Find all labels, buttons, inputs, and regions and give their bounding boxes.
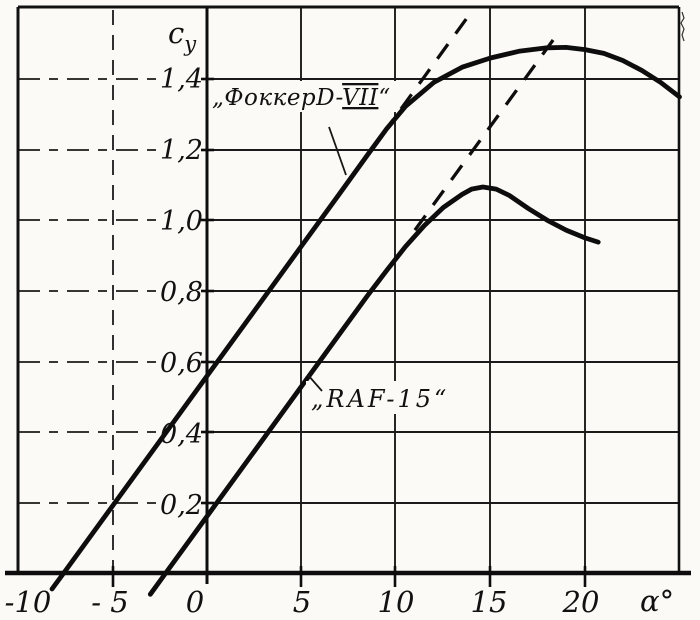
- scan-artifact: [680, 11, 685, 42]
- curve-raf-15: [147, 184, 601, 597]
- y-tick-label: 1,2: [160, 135, 203, 166]
- curve-фоккер-d-vii: [49, 45, 682, 592]
- label-background: [209, 81, 396, 112]
- x-tick-label: - 5: [91, 585, 128, 619]
- x-tick-label: 0: [186, 585, 204, 619]
- y-tick-label: 0,6: [160, 348, 203, 379]
- x-tick-label: 10: [378, 585, 415, 619]
- y-tick-label: 1,0: [160, 206, 203, 237]
- tick-marks: [111, 77, 587, 587]
- x-tick-label: 15: [471, 585, 508, 619]
- x-tick-labels: -10 - 5 0 5 10 15 20: [5, 585, 600, 619]
- y-tick-labels: 0,2 0,4 0,6 0,8 1,0 1,2 1,4: [160, 64, 203, 521]
- curve-raf-15-linear-extrapolation: [413, 31, 560, 232]
- fokker-curve-label: „ФоккерD-VII“: [212, 85, 391, 111]
- axes-frame: [5, 5, 691, 584]
- leader-line: [328, 126, 347, 176]
- curves-layer: [49, 13, 682, 597]
- y-tick-label: 0,4: [160, 419, 203, 450]
- x-axis-title: α°: [640, 584, 674, 618]
- y-axis-title: су: [168, 16, 197, 56]
- x-tick-label: 5: [293, 585, 311, 619]
- y-tick-label: 1,4: [160, 64, 203, 95]
- horizontal-gridlines: [18, 78, 679, 504]
- y-tick-label: 0,2: [160, 490, 203, 521]
- raf-curve-label: „RAF-15“: [311, 385, 449, 413]
- y-tick-label: 0,8: [160, 277, 203, 308]
- x-tick-label: -10: [5, 585, 52, 619]
- annotation-raf: „RAF-15“: [306, 374, 463, 414]
- curve-фоккер-d-vii-linear-extrapolation: [381, 13, 472, 135]
- leader-line: [307, 374, 323, 392]
- annotation-fokker: „ФоккерD-VII“: [209, 81, 396, 176]
- x-tick-label: 20: [562, 585, 600, 619]
- label-background: [306, 381, 463, 414]
